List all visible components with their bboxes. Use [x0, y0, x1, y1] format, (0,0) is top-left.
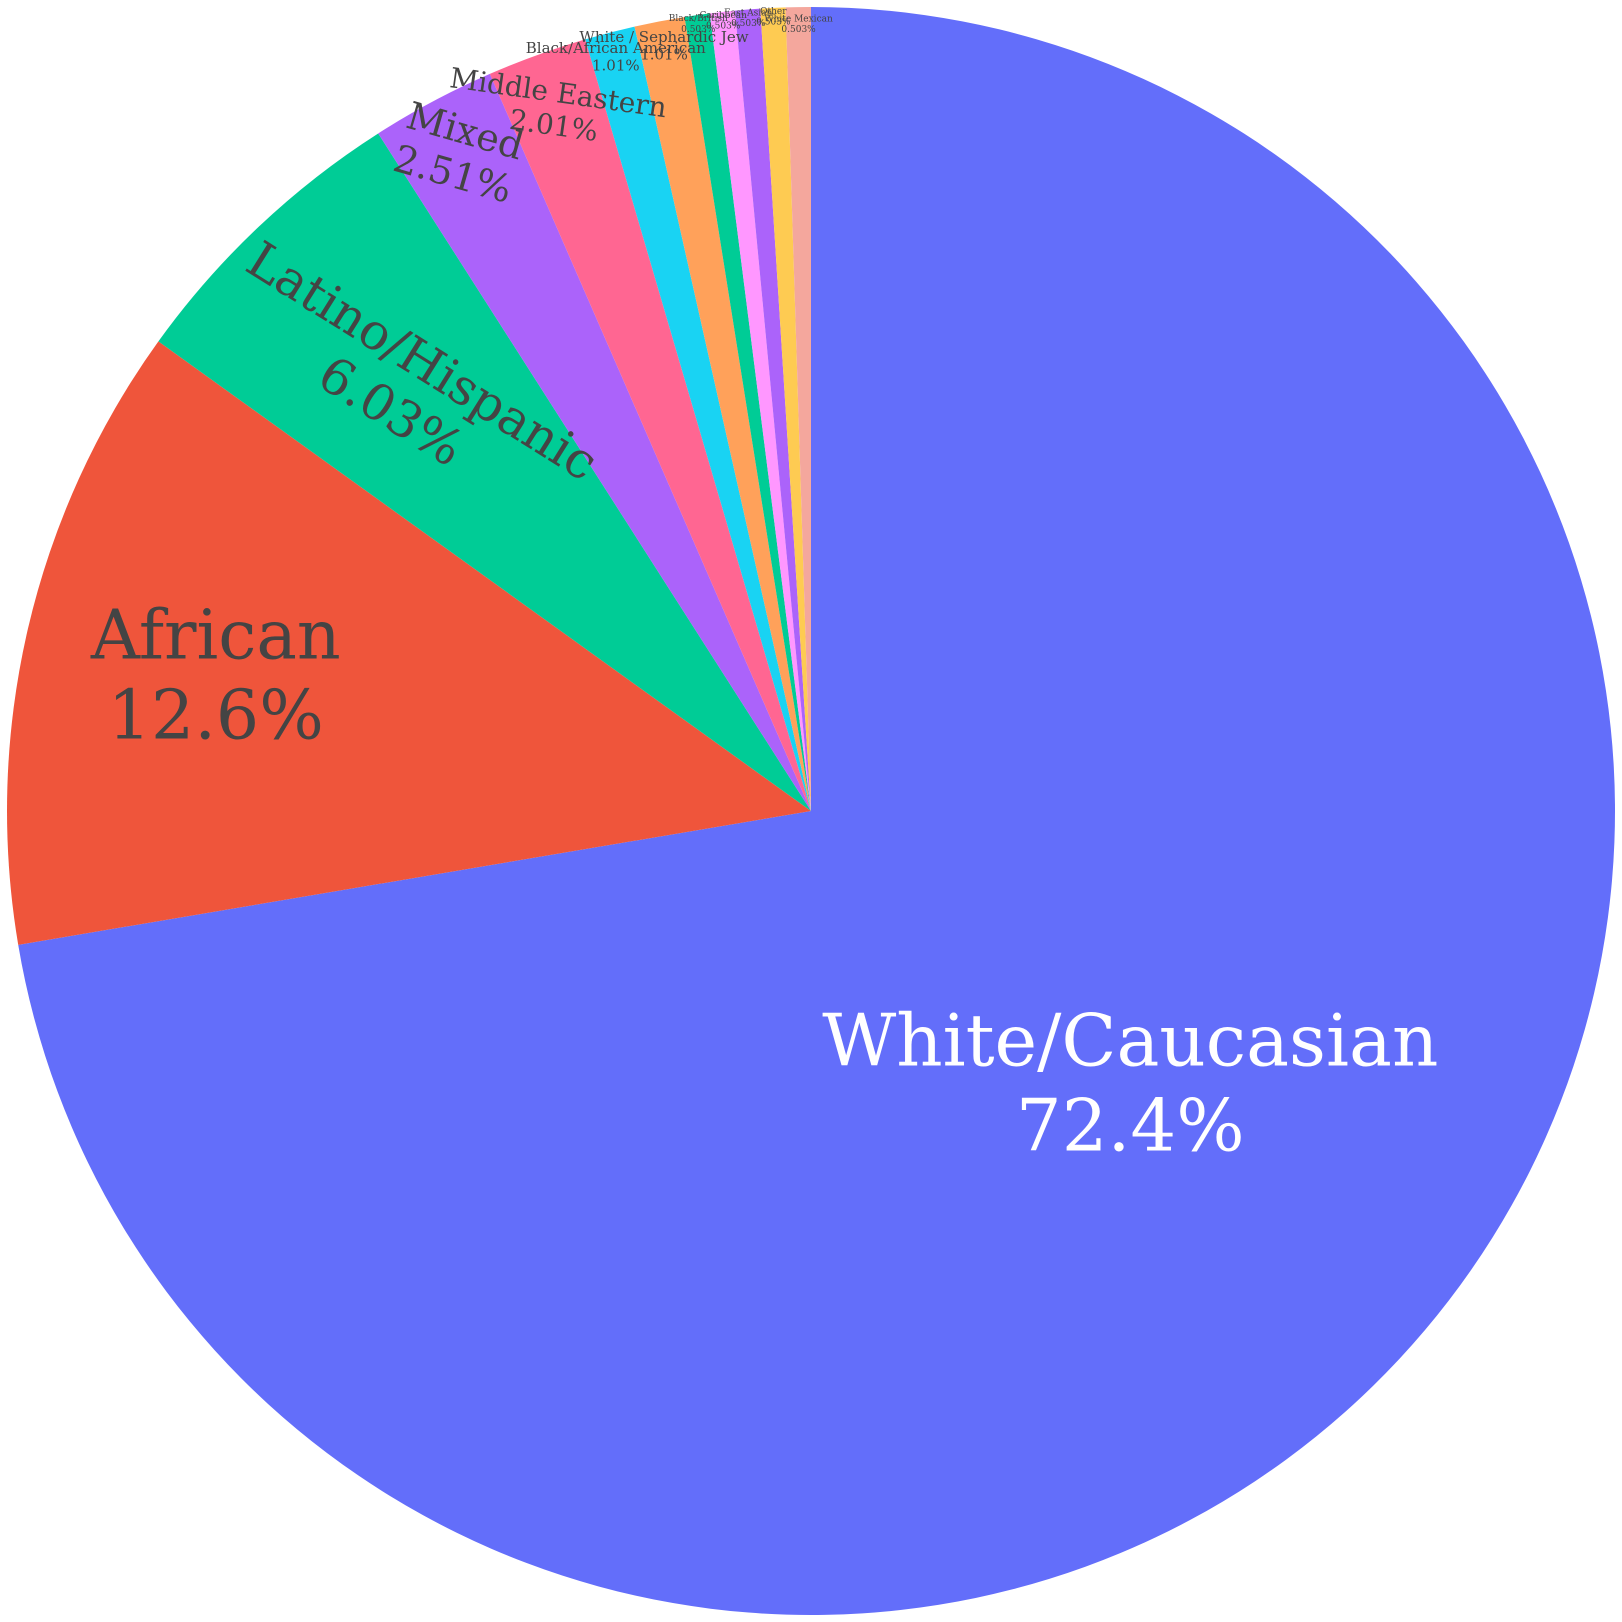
slice-name-text: White/Caucasian	[822, 999, 1438, 1083]
slice-middle-eastern[interactable]	[489, 39, 811, 812]
slice-value-text: 0.503%	[756, 18, 791, 28]
slice-name-text: African	[90, 596, 341, 675]
slice-name-text: White Mexican	[764, 14, 833, 24]
slices-layer	[7, 6, 1616, 1615]
slice-value-text: 12.6%	[108, 677, 324, 756]
slice-value-text: 1.01%	[640, 46, 688, 64]
slice-white-caucasian[interactable]	[18, 7, 1616, 1615]
slice-latino-hispanic[interactable]	[158, 133, 811, 811]
slice-name-text: White / Sephardic Jew	[579, 28, 748, 46]
slice-value-text: 0.503%	[731, 19, 766, 29]
slice-name-text: Caribbean	[699, 11, 747, 21]
slice-name-text: Black/British	[669, 14, 728, 24]
slice-value-text: 0.503%	[781, 25, 816, 35]
slice-white-mexican[interactable]	[785, 6, 811, 811]
slice-name-text: Other	[760, 7, 787, 17]
slice-name-text: Black/African American	[526, 39, 706, 57]
slice-black-african-american[interactable]	[585, 26, 811, 812]
slice-east-asian[interactable]	[734, 8, 811, 812]
slice-value-text: 72.4%	[1016, 1084, 1245, 1168]
slice-other[interactable]	[760, 7, 811, 811]
slice-name-text: East Asian	[724, 9, 772, 19]
slice-african[interactable]	[7, 341, 811, 945]
slice-black-british[interactable]	[684, 13, 811, 812]
slice-caribbean[interactable]	[709, 10, 811, 812]
slice-value-text: 0.503%	[706, 22, 741, 32]
slice-value-text: 1.01%	[592, 56, 640, 74]
slice-mixed[interactable]	[378, 73, 811, 812]
slice-white-sephardic-jew[interactable]	[634, 17, 811, 811]
slice-value-text: 0.503%	[681, 25, 716, 35]
